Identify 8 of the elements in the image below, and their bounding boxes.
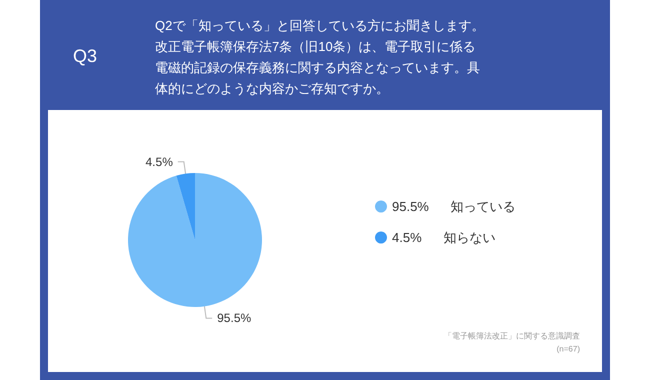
data-label: 4.5% — [146, 154, 174, 169]
text: (n=67) — [556, 344, 580, 354]
text: 「電子帳簿法改正」に関する意識調査 — [444, 332, 580, 340]
chart-title: Q3 — [73, 46, 98, 66]
legend-label: 95.5% 知っている — [392, 199, 516, 214]
data-label: 95.5% — [217, 311, 252, 326]
chart-subtitle: Q2で「知っている」と回答している方にお聞きします。改正電子帳簿保存法7条（旧10条）は、電子取引に係る電磁的記録の保存義務に関する内容となっています。具体的にどのような内容かご存知ですか。 — [155, 18, 484, 96]
legend-label: 4.5% 知らない — [392, 230, 496, 245]
